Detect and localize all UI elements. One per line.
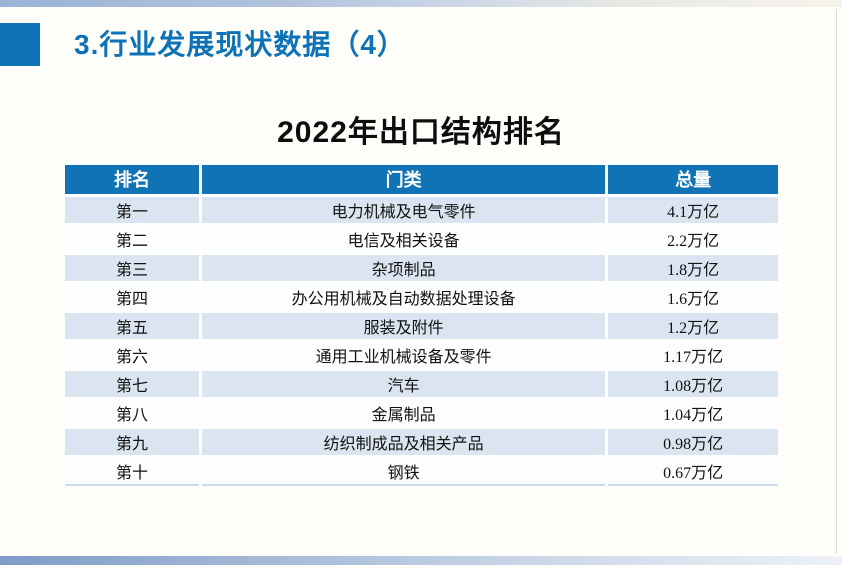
- category-cell: 杂项制品: [200, 253, 609, 284]
- total-cell: 0.98万亿: [606, 427, 778, 458]
- category-cell: 电力机械及电气零件: [200, 195, 609, 226]
- rank-cell: 第八: [65, 398, 202, 429]
- header-cell-category: 门类: [200, 165, 609, 197]
- table-row: 第八 金属制品 1.04万亿: [65, 398, 778, 429]
- total-cell: 1.2万亿: [606, 311, 778, 342]
- header-accent-square: [0, 23, 40, 66]
- export-ranking-table: 排名 门类 总量 第一 电力机械及电气零件 4.1万亿 第二 电信及相关设备 2…: [65, 165, 778, 486]
- total-cell: 0.67万亿: [606, 456, 778, 486]
- table-row: 第十 钢铁 0.67万亿: [65, 456, 778, 486]
- slide-header: 3.行业发展现状数据（4）: [0, 23, 842, 66]
- category-cell: 纺织制成品及相关产品: [200, 427, 609, 458]
- total-cell: 4.1万亿: [606, 195, 778, 226]
- header-cell-total: 总量: [606, 165, 778, 197]
- category-cell: 汽车: [200, 369, 609, 400]
- rank-cell: 第三: [65, 253, 202, 284]
- total-cell: 1.08万亿: [606, 369, 778, 400]
- category-cell: 服装及附件: [200, 311, 609, 342]
- rank-cell: 第四: [65, 282, 202, 313]
- table-body: 第一 电力机械及电气零件 4.1万亿 第二 电信及相关设备 2.2万亿 第三 杂…: [65, 195, 778, 486]
- total-cell: 1.6万亿: [606, 282, 778, 313]
- rank-cell: 第一: [65, 195, 202, 226]
- header-cell-rank: 排名: [65, 165, 202, 197]
- table-title: 2022年出口结构排名: [277, 116, 565, 149]
- bottom-accent-bar: [0, 556, 842, 565]
- category-cell: 金属制品: [200, 398, 609, 429]
- table-row: 第四 办公用机械及自动数据处理设备 1.6万亿: [65, 282, 778, 313]
- slide-title: 3.行业发展现状数据（4）: [74, 28, 406, 60]
- table-row: 第六 通用工业机械设备及零件 1.17万亿: [65, 340, 778, 371]
- rank-cell: 第六: [65, 340, 202, 371]
- total-cell: 1.8万亿: [606, 253, 778, 284]
- table-row: 第七 汽车 1.08万亿: [65, 369, 778, 400]
- rank-cell: 第七: [65, 369, 202, 400]
- table-row: 第九 纺织制成品及相关产品 0.98万亿: [65, 427, 778, 458]
- slide-right-edge: [836, 9, 837, 554]
- category-cell: 电信及相关设备: [200, 224, 609, 255]
- total-cell: 2.2万亿: [606, 224, 778, 255]
- rank-cell: 第五: [65, 311, 202, 342]
- category-cell: 钢铁: [200, 456, 609, 486]
- table-row: 第一 电力机械及电气零件 4.1万亿: [65, 195, 778, 226]
- total-cell: 1.17万亿: [606, 340, 778, 371]
- table-header-row: 排名 门类 总量: [65, 165, 778, 197]
- category-cell: 通用工业机械设备及零件: [200, 340, 609, 371]
- table-row: 第五 服装及附件 1.2万亿: [65, 311, 778, 342]
- table-row: 第三 杂项制品 1.8万亿: [65, 253, 778, 284]
- table-row: 第二 电信及相关设备 2.2万亿: [65, 224, 778, 255]
- top-accent-bar: [0, 0, 842, 7]
- total-cell: 1.04万亿: [606, 398, 778, 429]
- category-cell: 办公用机械及自动数据处理设备: [200, 282, 609, 313]
- rank-cell: 第十: [65, 456, 202, 486]
- rank-cell: 第九: [65, 427, 202, 458]
- rank-cell: 第二: [65, 224, 202, 255]
